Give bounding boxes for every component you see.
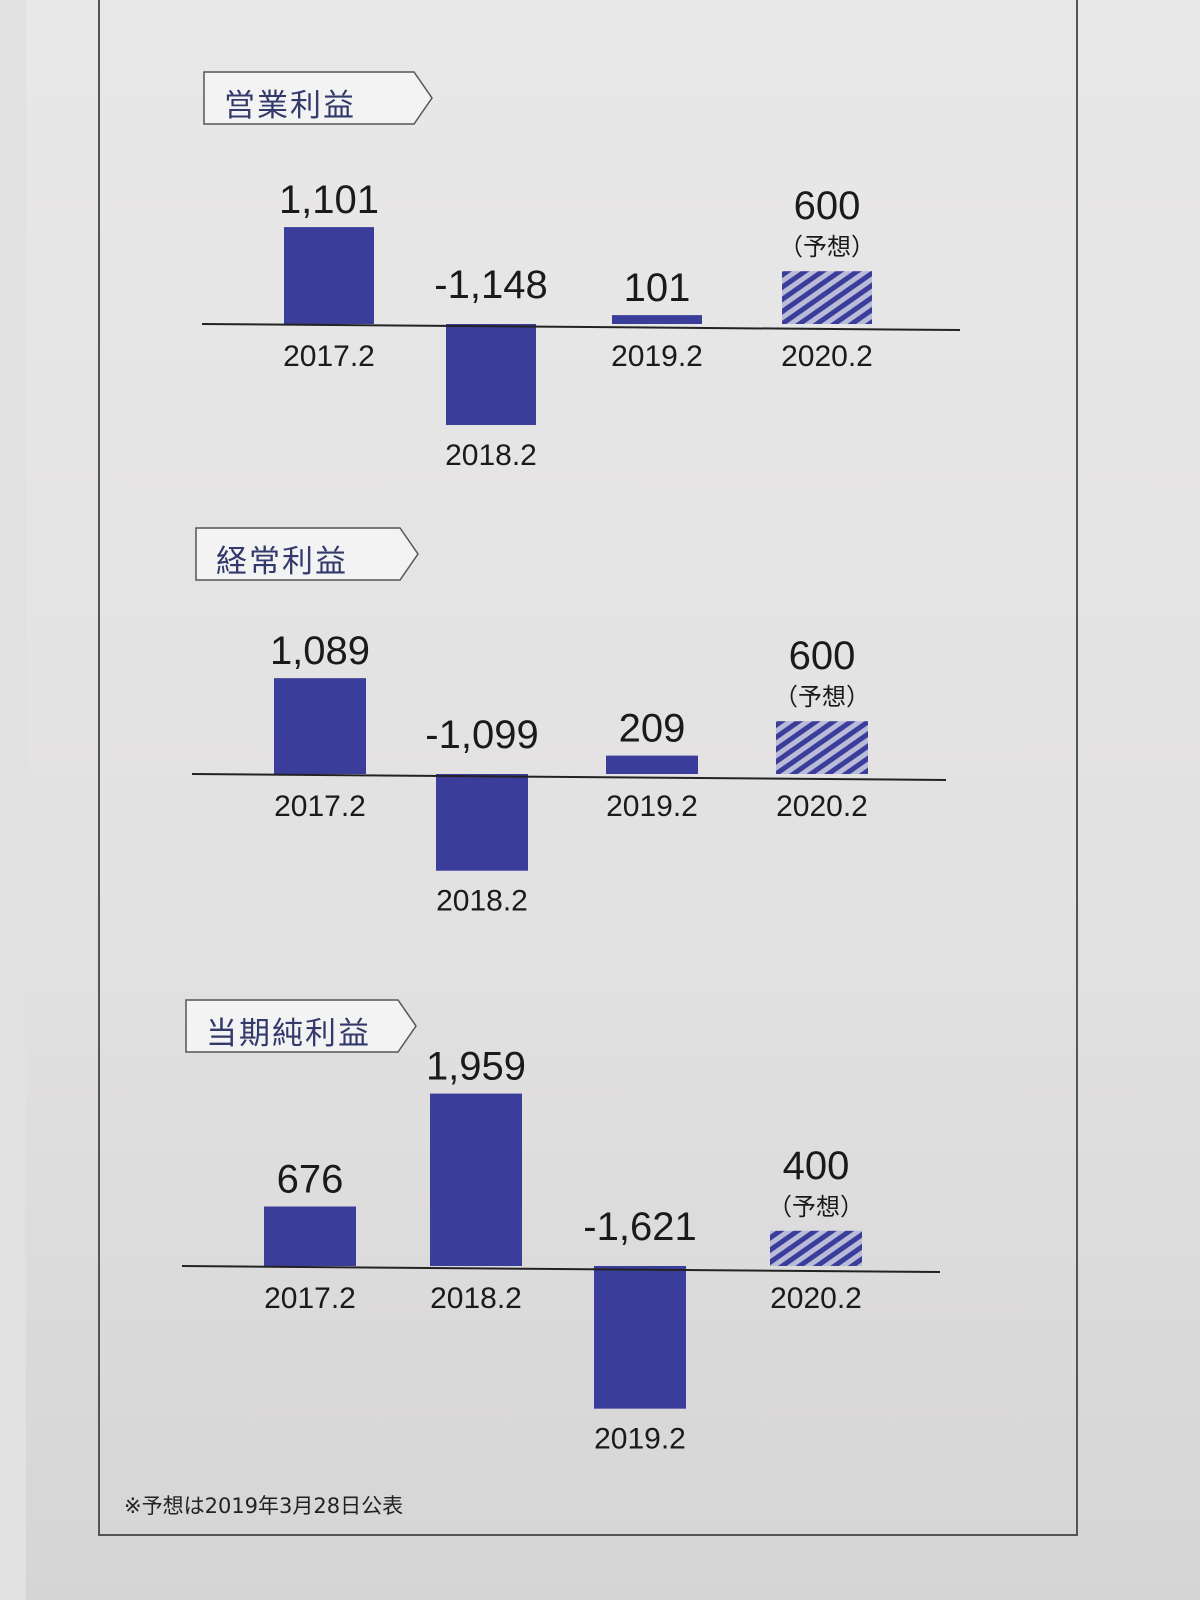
chart-panel: 営業利益 1,101 2017.2 -1,148 2018.2 101 2019.2 600…: [98, 0, 1078, 1536]
bar-value-label: 676: [277, 1158, 344, 1202]
bar-value-label: 1,959: [426, 1045, 526, 1089]
forecast-tag-label: （予想）: [768, 1193, 864, 1221]
bar-value-label: 1,101: [279, 178, 379, 222]
net-profit-section: 当期純利益 676 2017.2 1,959 2018.2 -1,621 2019.2 40…: [100, 996, 1080, 1516]
title-arrow-frame: [195, 527, 419, 581]
category-tick-label: 2020.2: [776, 790, 868, 823]
bar-value-label: 400: [783, 1144, 850, 1188]
bar: [594, 1266, 686, 1409]
section-title: 当期純利益: [206, 1016, 371, 1052]
net-profit-chart: 676 2017.2 1,959 2018.2 -1,621 2019.2 400 （予想） 2…: [181, 1045, 941, 1456]
bar-value-label: 600: [794, 184, 861, 228]
forecast-bar: [782, 271, 872, 324]
section-title: 営業利益: [224, 88, 356, 124]
bar-value-label: -1,099: [425, 713, 538, 757]
category-tick-label: 2019.2: [611, 340, 703, 373]
section-title-box: 経常利益: [195, 527, 426, 581]
bar-value-label: 1,089: [270, 629, 370, 673]
category-tick-label: 2018.2: [445, 439, 537, 472]
category-tick-label: 2017.2: [274, 790, 366, 823]
bar: [430, 1093, 522, 1266]
bar-value-label: -1,148: [434, 263, 547, 307]
section-title-box: 営業利益: [203, 71, 434, 125]
forecast-tag-label: （予想）: [774, 683, 870, 711]
operating-profit-chart: 1,101 2017.2 -1,148 2018.2 101 2019.2 600 （予想） 2…: [201, 178, 961, 472]
category-tick-label: 2020.2: [770, 1282, 862, 1315]
bar: [436, 774, 528, 871]
zero-axis-line: [181, 1265, 941, 1273]
title-arrow-frame: [185, 999, 417, 1053]
title-arrow-frame: [203, 71, 433, 125]
bar-value-label: 600: [789, 634, 856, 678]
bar: [612, 315, 702, 324]
category-tick-label: 2017.2: [283, 340, 375, 373]
bar-value-label: 209: [619, 707, 686, 751]
forecast-bar: [770, 1230, 862, 1266]
bar-value-label: 101: [624, 266, 691, 310]
bar: [274, 678, 366, 774]
category-tick-label: 2019.2: [594, 1423, 686, 1456]
category-tick-label: 2018.2: [430, 1282, 522, 1315]
category-tick-label: 2018.2: [436, 885, 528, 918]
bar: [264, 1206, 356, 1266]
bar-value-label: -1,621: [583, 1205, 696, 1249]
bar: [446, 324, 536, 426]
ordinary-profit-section: 経常利益 1,089 2017.2 -1,099 2018.2 209 2019.2 600…: [100, 524, 1080, 944]
category-tick-label: 2017.2: [264, 1282, 356, 1315]
zero-axis-line: [201, 323, 961, 331]
forecast-bar: [776, 721, 868, 774]
section-title-box: 当期純利益: [185, 999, 426, 1053]
category-tick-label: 2019.2: [606, 790, 698, 823]
bar: [284, 227, 374, 324]
section-title: 経常利益: [216, 544, 348, 580]
category-tick-label: 2020.2: [781, 340, 873, 373]
operating-profit-section: 営業利益 1,101 2017.2 -1,148 2018.2 101 2019.2 600…: [100, 66, 1080, 486]
bar: [606, 755, 698, 774]
ordinary-profit-chart: 1,089 2017.2 -1,099 2018.2 209 2019.2 600 （予想） 2…: [191, 629, 947, 918]
left-page-edge: [0, 0, 26, 1600]
zero-axis-line: [191, 773, 947, 781]
forecast-tag-label: （予想）: [779, 233, 875, 261]
forecast-footnote: ※予想は2019年3月28日公表: [124, 1494, 404, 1518]
